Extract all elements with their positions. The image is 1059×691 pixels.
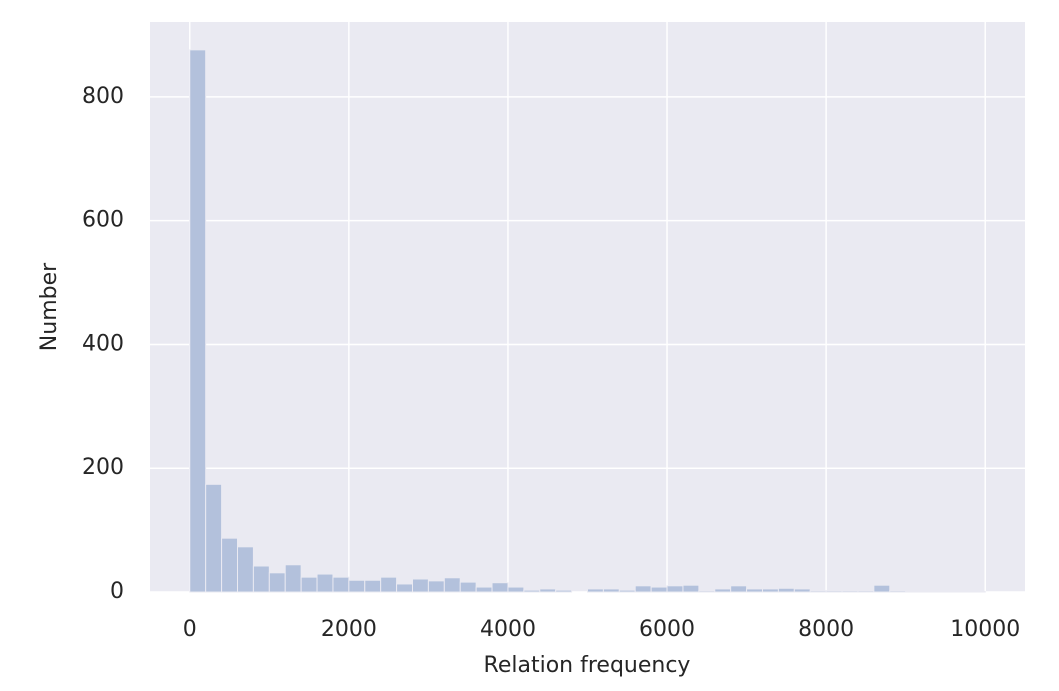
x-tick-label: 4000 (480, 617, 536, 642)
bar (937, 590, 954, 593)
bar (316, 573, 334, 593)
bar (634, 585, 652, 593)
bar (618, 589, 636, 593)
bar (952, 590, 970, 593)
x-tick-label: 6000 (639, 617, 695, 642)
bar (459, 581, 477, 593)
bar (666, 585, 684, 593)
bar (205, 483, 223, 593)
y-tick-label: 0 (110, 579, 124, 604)
bar (921, 590, 938, 593)
x-axis-label: Relation frequency (484, 653, 691, 678)
bar (762, 588, 779, 593)
bar (507, 586, 525, 593)
bar (475, 586, 493, 593)
bar (746, 588, 763, 593)
bar (427, 580, 445, 593)
bar (730, 585, 748, 593)
bar (682, 584, 700, 593)
x-tick-label: 8000 (798, 617, 854, 642)
y-axis-label: Number (37, 262, 62, 351)
y-tick-label: 200 (82, 455, 124, 480)
bar (380, 576, 398, 593)
bar (809, 590, 827, 593)
bar (332, 576, 350, 593)
plot-area (150, 22, 1025, 592)
bar (237, 546, 254, 593)
bar (905, 590, 923, 593)
x-tick-label: 2000 (321, 617, 377, 642)
x-tick-label: 10000 (950, 617, 1020, 642)
bar (602, 588, 620, 593)
bar (873, 584, 891, 593)
bar (412, 578, 429, 593)
bar (650, 586, 668, 593)
bar (300, 576, 318, 593)
bar (364, 579, 382, 593)
bar (555, 589, 573, 593)
bar (252, 565, 270, 593)
bar (284, 564, 302, 593)
bar (539, 588, 557, 593)
bar (889, 590, 907, 593)
bar (189, 49, 207, 593)
bar (777, 587, 795, 593)
bar (396, 583, 414, 593)
bar (443, 577, 461, 593)
bar (825, 590, 843, 593)
bar (698, 590, 716, 593)
bar (268, 572, 286, 593)
x-tick-label: 0 (183, 617, 197, 642)
bar (841, 590, 859, 593)
bar (587, 588, 604, 593)
bar (857, 590, 875, 593)
bar (221, 537, 239, 593)
bar (714, 588, 732, 593)
y-tick-label: 400 (82, 331, 124, 356)
bar (968, 590, 986, 593)
bar (491, 582, 509, 593)
bar (523, 589, 541, 593)
y-tick-label: 800 (82, 84, 124, 109)
y-tick-label: 600 (82, 208, 124, 233)
bar (793, 588, 811, 593)
bar (348, 579, 366, 593)
